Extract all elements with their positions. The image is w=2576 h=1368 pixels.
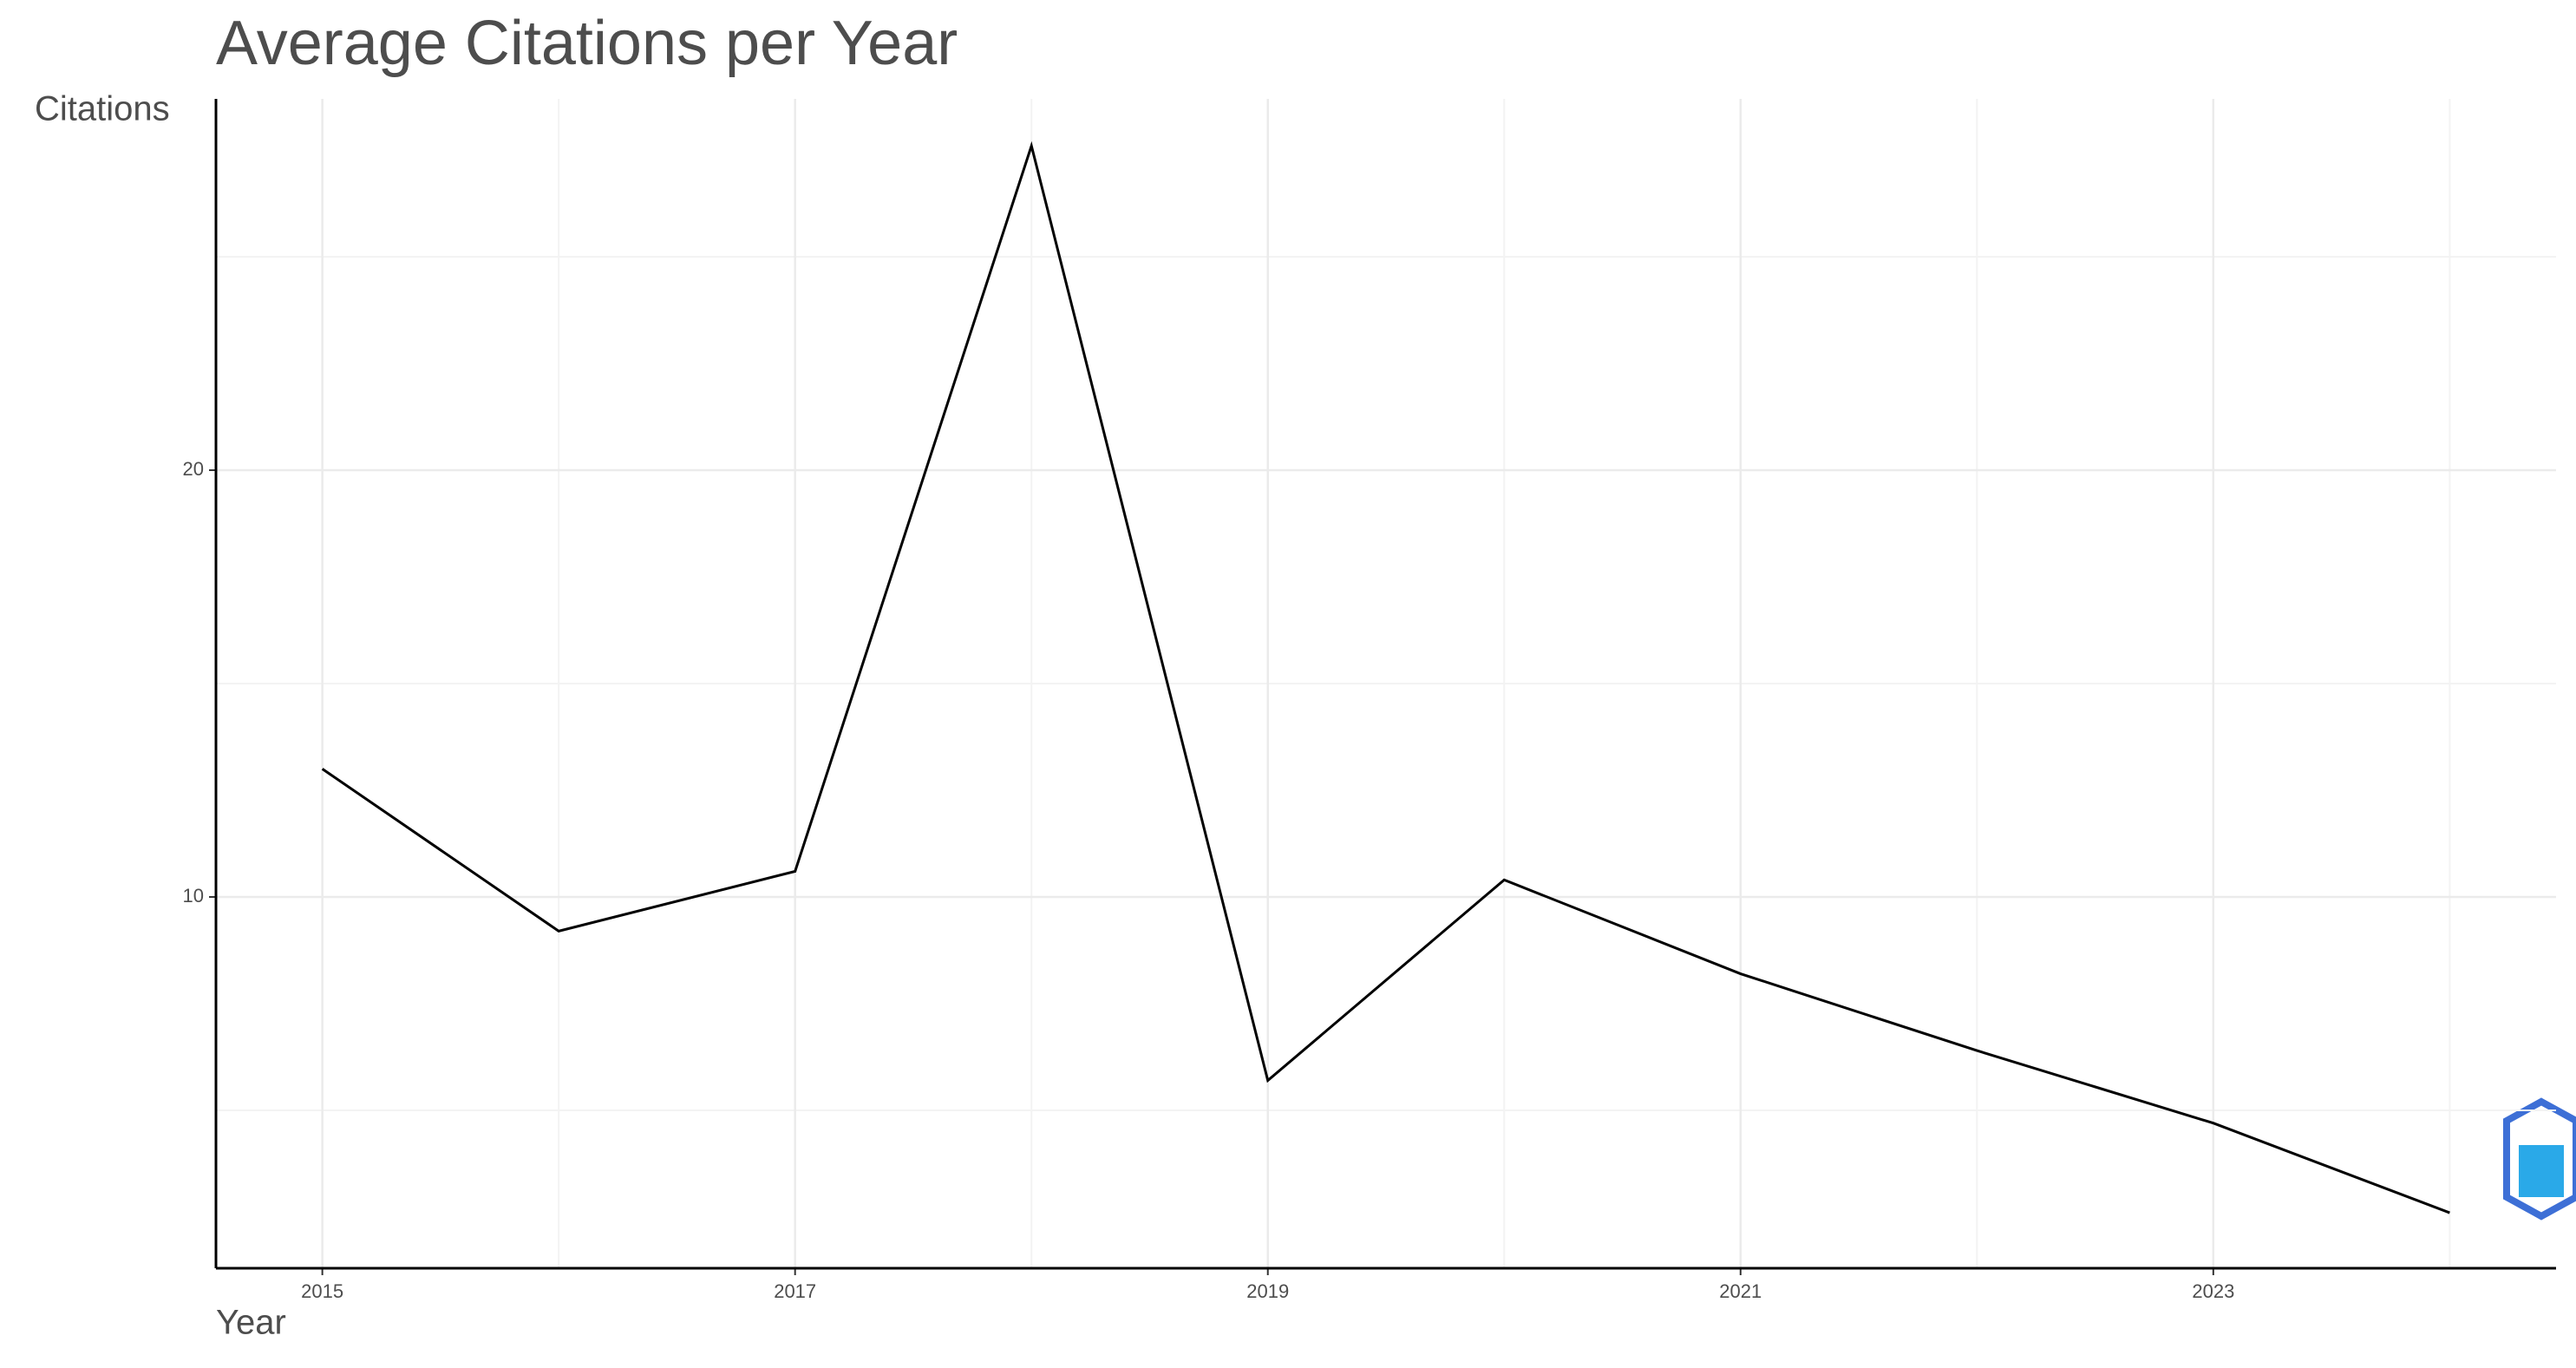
chart-title: Average Citations per Year (216, 9, 958, 78)
x-tick-label: 2023 (2192, 1280, 2234, 1302)
x-tick-label: 2015 (301, 1280, 343, 1302)
x-axis-label: Year (216, 1304, 286, 1342)
data-line (321, 141, 2450, 1214)
y-tick-label: 10 (183, 885, 204, 907)
x-tick-label: 2019 (1246, 1280, 1289, 1302)
x-tick-label: 2021 (1719, 1280, 1762, 1302)
logo-body (2519, 1145, 2564, 1197)
y-axis-label: Citations (35, 90, 170, 128)
logo-hexagon (2503, 1097, 2576, 1221)
logo (2503, 1097, 2576, 1221)
x-tick-label: 2017 (774, 1280, 816, 1302)
y-tick-label: 20 (183, 458, 204, 480)
